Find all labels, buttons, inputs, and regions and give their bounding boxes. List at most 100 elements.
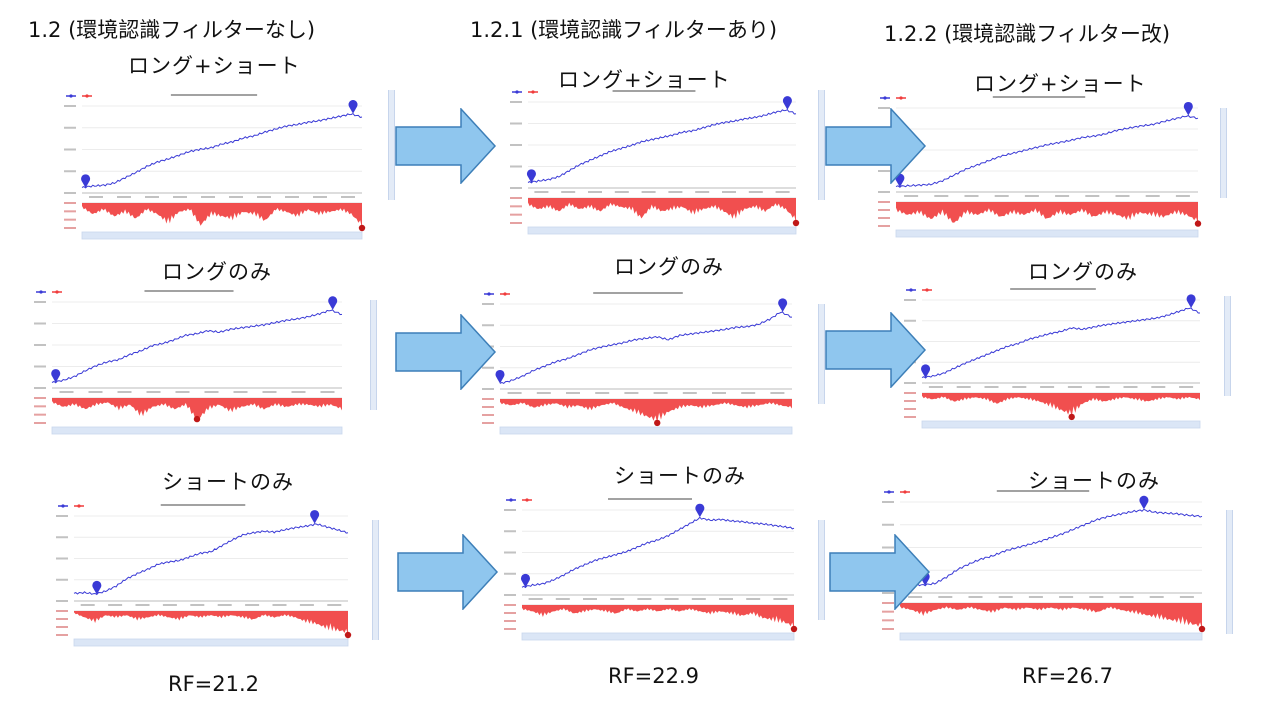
legend-drawdown-dot [925,288,929,292]
balance-series-line [73,523,349,596]
y-tick-label-mark [882,546,894,549]
x-tick-label-mark [59,391,74,393]
drawdown-tick-label-mark [64,210,76,213]
drawdown-area [522,605,794,629]
side-scroll-strip [370,300,377,410]
x-tick-label-mark [341,196,355,198]
y-tick-label-mark [882,501,894,503]
y-tick-label-mark [64,192,76,194]
x-tick-label-mark [108,604,123,606]
map-pin-icon [782,96,792,110]
drawdown-tick-label-mark [64,227,76,229]
drawdown-area [896,202,1198,224]
y-tick-label-mark [56,515,68,517]
drawdown-tick-label-mark [34,397,46,399]
start-marker-icon [895,173,905,188]
drawdown-tick-label-mark [56,626,68,628]
x-tick-label-mark [641,191,656,193]
side-scroll-strip [1226,510,1233,634]
chart-panel [30,286,348,440]
drawdown-area [82,203,362,228]
x-tick-label-mark [934,195,949,197]
y-tick-label-mark [878,191,890,193]
x-tick-label-mark [117,391,132,393]
x-tick-label-mark [1145,195,1160,197]
drawdown-tick-label-mark [482,398,494,400]
x-tick-label-mark [637,598,652,600]
x-tick-label-mark [664,598,679,600]
x-tick-label-mark [1095,386,1110,388]
x-tick-label-mark [534,191,549,193]
y-tick-label-mark [510,101,522,103]
chart-navigator-bar [81,231,363,240]
y-tick-label-mark [904,299,916,301]
x-tick-label-mark [748,191,763,193]
drawdown-tick-label-mark [56,610,68,612]
y-tick-label-mark [504,530,516,533]
legend-drawdown-dot [525,498,529,502]
legend-drawdown-dot [899,96,903,100]
side-scroll-strip [388,90,395,200]
column-title-2: 1.2.1 (環境認識フィルターあり) [470,18,778,42]
x-tick-label-mark [741,392,756,394]
balance-series-line [499,311,792,385]
drawdown-tick-label-mark [34,413,46,416]
rf-value-1: RF=21.2 [168,672,260,696]
rf-value-2: RF=22.9 [608,664,700,688]
x-tick-label-mark [928,386,943,388]
x-tick-label-mark [1175,195,1190,197]
x-tick-label-mark [1149,596,1164,598]
max-drawdown-marker [654,419,661,427]
start-marker-icon [520,573,530,588]
max-drawdown-marker [792,219,800,227]
x-tick-label-mark [653,392,668,394]
chart-navigator-bar [521,632,795,641]
chart-title-mark [996,490,1090,492]
drawdown-tick-label-mark [904,416,916,418]
x-tick-label-mark [998,596,1013,598]
y-tick-label-mark [510,144,522,146]
x-tick-label-mark [773,598,788,600]
x-tick-label-mark [313,196,327,198]
balance-drawdown-chart [504,498,798,641]
x-tick-label-mark [695,191,710,193]
max-drawdown-marker [1194,220,1202,227]
x-tick-label-mark [682,392,697,394]
legend-drawdown-dot [85,94,89,98]
legend-drawdown-dot [903,490,907,494]
x-tick-label-mark [146,391,161,393]
chart-panel [878,486,1208,648]
x-tick-label-mark [1119,596,1134,598]
drawdown-tick-label-mark [34,422,46,424]
x-tick-label-mark [1179,596,1194,598]
map-pin-icon [1183,101,1193,116]
y-tick-label-mark [56,557,68,560]
chart-panel [506,86,802,240]
balance-drawdown-chart [904,288,1201,429]
balance-drawdown-chart [510,90,800,235]
map-pin-icon [1186,294,1196,308]
drawdown-tick-label-mark [482,406,494,408]
max-drawdown-marker [1068,413,1075,421]
chart-panel [478,288,798,440]
start-marker-icon [92,580,102,595]
chart-title-mark [612,90,696,92]
drawdown-tick-label-mark [64,202,76,204]
x-tick-label-mark [691,598,706,600]
drawdown-area [528,198,796,223]
x-tick-label-mark [1012,386,1027,388]
x-tick-label-mark [190,604,205,606]
y-tick-label-mark [482,388,494,390]
x-tick-label-mark [507,392,522,394]
chart-title-mark [170,94,258,96]
x-tick-label-mark [229,196,243,198]
x-tick-label-mark [583,598,597,600]
y-tick-label-mark [482,303,494,305]
drawdown-tick-label-mark [882,602,894,604]
x-tick-label-mark [204,391,219,393]
max-drawdown-marker [344,631,352,639]
chart-panel [52,500,354,652]
chart-panel [60,90,368,246]
chart-panel [900,284,1206,432]
drawdown-area [922,393,1200,417]
